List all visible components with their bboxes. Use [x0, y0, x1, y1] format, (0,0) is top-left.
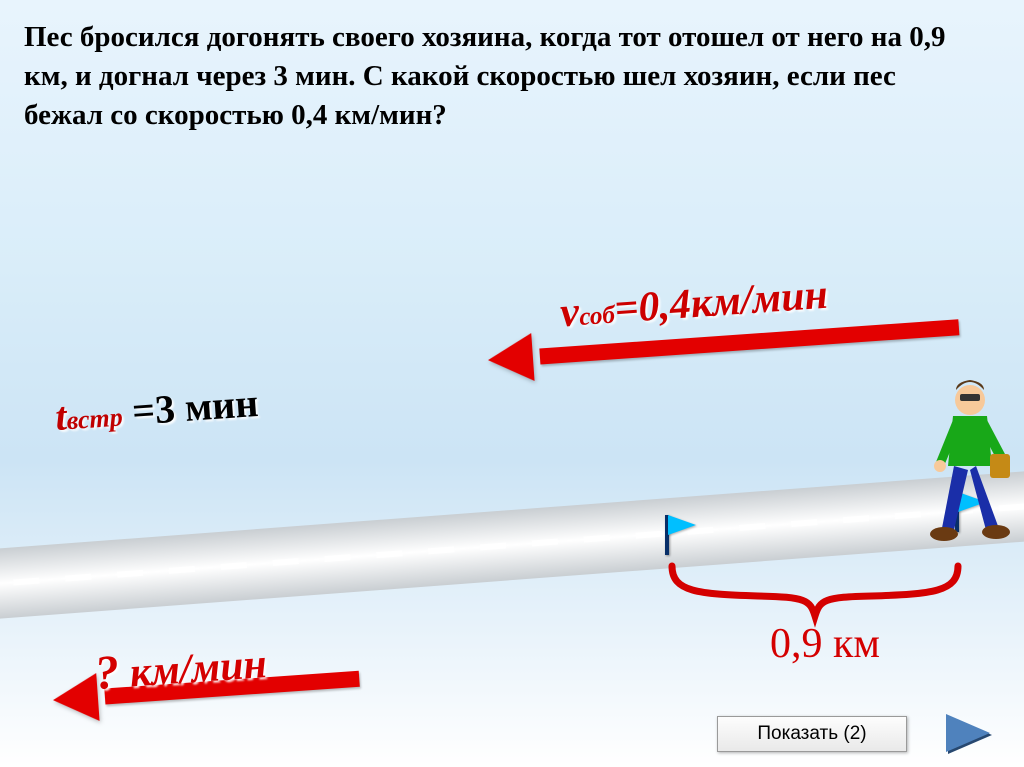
owner-figure — [920, 378, 1020, 548]
next-slide-button[interactable] — [940, 710, 1000, 760]
problem-text: Пес бросился догонять своего хозяина, ко… — [24, 18, 964, 135]
subscript: соб — [578, 302, 616, 331]
equals: =3 мин — [121, 380, 260, 434]
distance-label: 0,9 км — [770, 620, 880, 668]
t-meet-formula: tвстр =3 мин — [54, 379, 260, 440]
equals: =0,4км/мин — [613, 272, 829, 333]
question-mark: ? — [93, 645, 121, 700]
var: v — [559, 289, 581, 336]
v-dog-formula: vсоб=0,4км/мин — [559, 271, 830, 338]
unit: км/мин — [118, 641, 269, 697]
show-button[interactable]: Показать (2) — [717, 716, 907, 752]
subscript: встр — [66, 402, 124, 435]
